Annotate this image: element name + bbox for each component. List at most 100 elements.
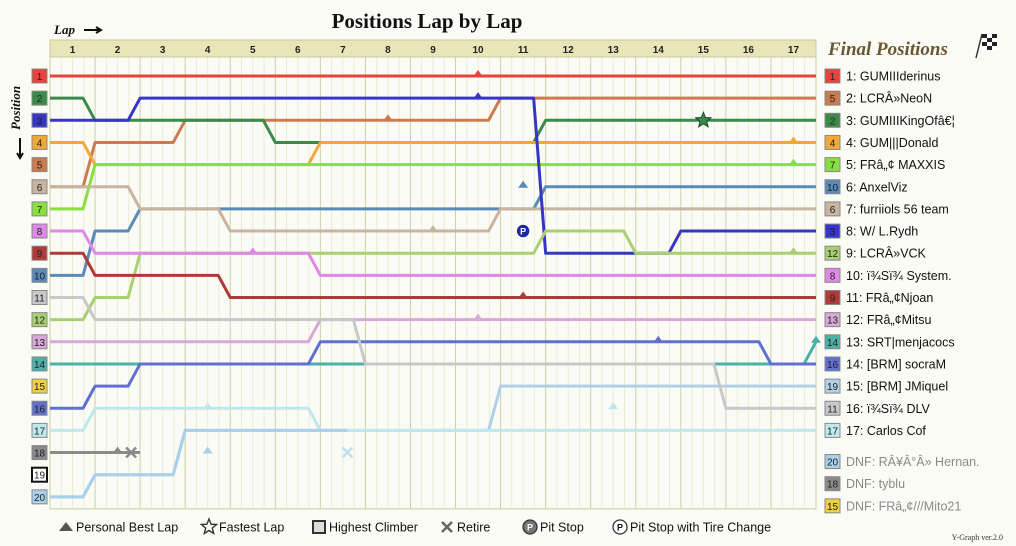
legend-item: Retire	[441, 521, 490, 535]
final-position-row: 5 2: LCRÂ»NeoN	[824, 90, 932, 106]
start-box-rect	[31, 334, 48, 350]
legend-item: P Pit Stop	[522, 519, 584, 535]
lap-tick: 16	[743, 45, 755, 56]
start-box-rect	[31, 267, 48, 283]
lap-tick: 8	[385, 45, 391, 56]
series-line-8	[50, 96, 816, 255]
pit-stop-tire-icon	[515, 223, 531, 239]
legend-item: Fastest Lap	[199, 517, 284, 536]
final-box	[824, 245, 841, 261]
series-line-14	[50, 340, 816, 410]
final-position-row: 19 15: [BRM] JMiquel	[824, 378, 948, 394]
start-box-19: 19	[31, 466, 48, 483]
pit-icon-letter: P	[617, 523, 623, 533]
final-position-row: 2 3: GUMIIIKingOfâ€¦	[824, 112, 955, 128]
dnf-box	[824, 476, 841, 492]
start-box-2: 2	[31, 90, 48, 106]
final-position-label: 10: ï¾Sï¾ System.	[846, 269, 952, 283]
final-box	[824, 134, 841, 150]
lap-arrow-icon	[84, 26, 103, 34]
final-box	[824, 400, 841, 416]
start-box-label: 19	[34, 471, 46, 482]
legend-label: Highest Climber	[329, 521, 418, 535]
final-box-label: 19	[827, 382, 839, 393]
final-position-row: 7 5: FRâ„¢ MAXXIS	[824, 157, 945, 173]
start-box-8: 8	[31, 223, 48, 239]
start-box-label: 2	[37, 94, 43, 105]
personal-best-marker	[788, 158, 799, 166]
final-box	[824, 68, 841, 84]
final-box	[824, 179, 841, 195]
final-position-row: 1 1: GUMIIIderinus	[824, 68, 940, 84]
series-line-11	[50, 251, 816, 299]
dnf-box	[824, 498, 841, 514]
final-position-label: 3: GUMIIIKingOfâ€¦	[846, 114, 955, 128]
final-box	[824, 223, 841, 239]
start-box-rect	[31, 112, 48, 128]
series-line-2	[50, 96, 816, 189]
start-box-rect	[31, 378, 48, 394]
final-box	[824, 378, 841, 394]
fastest-lap-star-icon	[694, 110, 713, 128]
final-position-row: 9 11: FRâ„¢Njoan	[824, 290, 933, 305]
final-position-row: 11 16: ï¾Sï¾ DLV	[824, 400, 931, 416]
triangle-icon	[59, 522, 73, 531]
version-label: Y-Graph ver.2.0	[952, 533, 1003, 542]
final-position-row: 16 14: [BRM] socraM	[824, 356, 946, 372]
start-box-rect	[31, 400, 48, 416]
star-icon	[199, 517, 219, 536]
start-box-5: 5	[31, 157, 48, 173]
final-box-label: 6	[830, 205, 836, 216]
start-box-6: 6	[31, 179, 48, 195]
start-box-rect	[31, 90, 48, 106]
lap-tick: 2	[115, 45, 121, 56]
series-line-12	[50, 318, 816, 344]
final-box-label: 4	[830, 138, 836, 149]
personal-best-marker	[518, 180, 529, 188]
markers: P	[112, 70, 821, 459]
start-box-1: 1	[31, 68, 48, 84]
final-box-label: 10	[827, 183, 839, 194]
final-position-row: 8 10: ï¾Sï¾ System.	[824, 267, 952, 283]
start-box-label: 11	[34, 294, 45, 305]
lap-tick: 5	[250, 45, 256, 56]
dnf-box-label: 15	[827, 502, 839, 513]
final-box	[824, 157, 841, 173]
final-position-row: 12 9: LCRÂ»VCK	[824, 245, 927, 261]
start-box-17: 17	[31, 422, 48, 438]
start-box-rect	[31, 312, 48, 328]
start-box-rect	[31, 489, 48, 505]
final-position-row: 14 13: SRT|menjacocs	[824, 334, 955, 350]
final-box-label: 14	[827, 338, 839, 349]
personal-best-marker	[428, 225, 438, 233]
final-position-row: 13 12: FRâ„¢Mitsu	[824, 312, 931, 328]
personal-best-marker	[788, 247, 799, 255]
retire-x-icon	[125, 446, 137, 459]
start-box-rect	[31, 466, 48, 483]
start-box-label: 14	[34, 360, 46, 371]
start-box-label: 6	[37, 183, 43, 194]
personal-best-marker	[788, 136, 799, 144]
final-position-row: 6 7: furriiols 56 team	[824, 201, 949, 217]
final-box-label: 3	[830, 227, 836, 238]
start-box-label: 10	[34, 271, 46, 282]
start-box-16: 16	[31, 400, 48, 416]
start-box-15: 15	[31, 378, 48, 394]
final-position-label: 16: ï¾Sï¾ DLV	[846, 402, 931, 416]
final-box-label: 5	[830, 94, 836, 105]
personal-best-marker	[608, 402, 619, 410]
dnf-label: DNF: tyblu	[846, 477, 905, 491]
series-line-10	[50, 229, 816, 277]
start-box-label: 13	[34, 338, 46, 349]
start-box-rect	[31, 245, 48, 261]
final-box-label: 2	[830, 116, 836, 127]
lap-tick: 14	[653, 45, 665, 56]
start-box-rect	[31, 68, 48, 84]
start-box-rect	[31, 201, 48, 217]
final-position-label: 14: [BRM] socraM	[846, 357, 946, 371]
lap-tick: 9	[430, 45, 436, 56]
personal-best-marker	[473, 92, 484, 100]
series-line-17	[50, 406, 816, 432]
start-box-label: 1	[37, 72, 43, 83]
personal-best-marker	[202, 402, 213, 410]
